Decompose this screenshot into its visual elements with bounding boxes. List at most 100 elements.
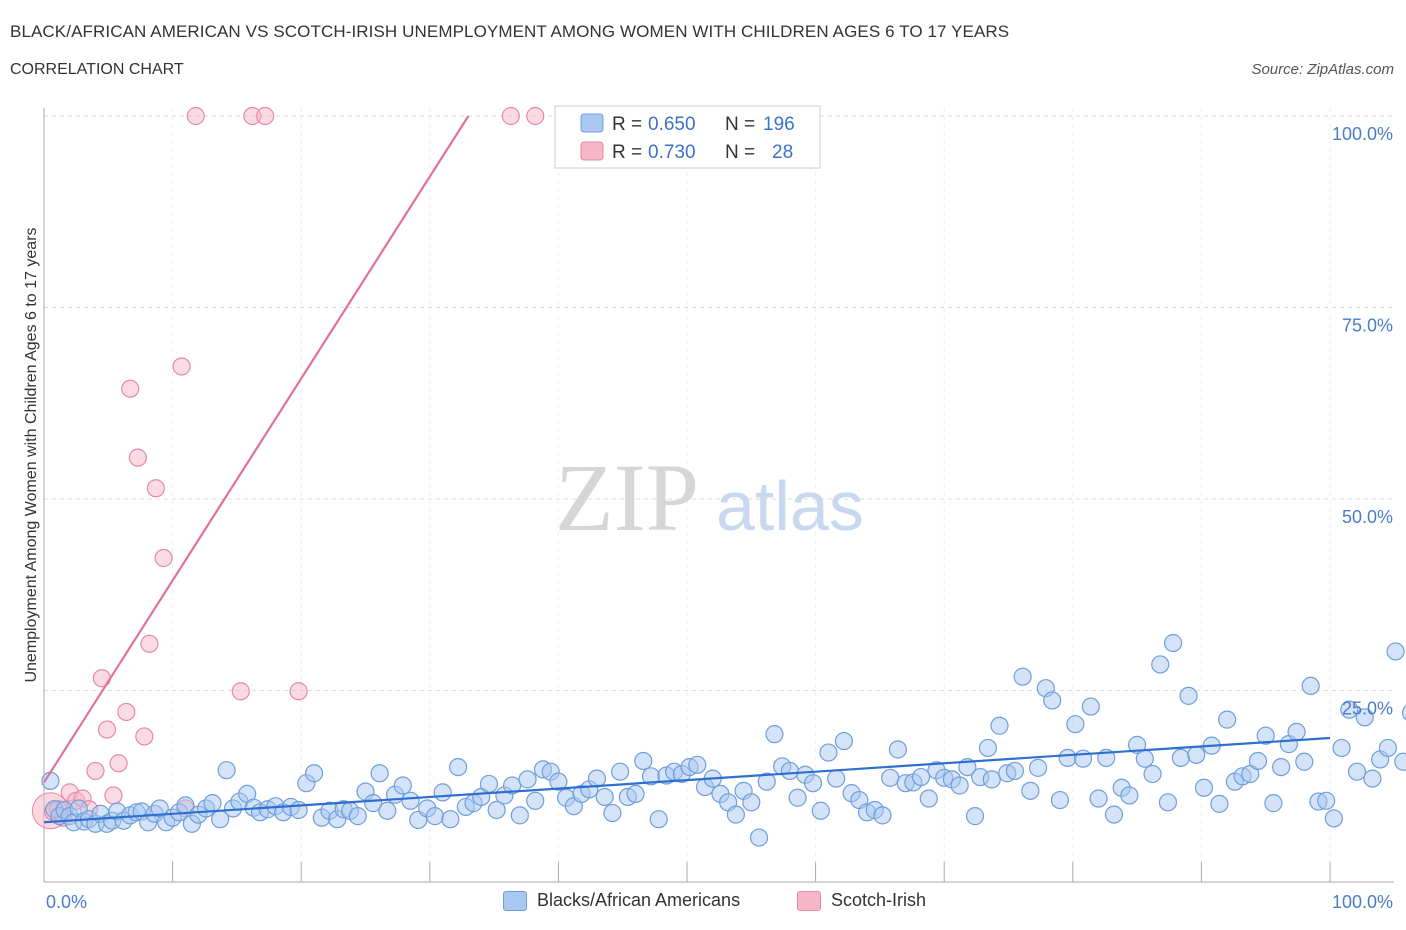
legend-item-blacks[interactable]: Blacks/African Americans xyxy=(503,890,740,911)
data-point xyxy=(1013,667,1032,686)
stats-swatch-pink xyxy=(580,141,604,161)
data-point xyxy=(1120,786,1139,805)
data-point xyxy=(348,807,367,826)
y-tick-label: 25.0% xyxy=(1342,699,1393,719)
data-point xyxy=(827,769,846,788)
trend-lines xyxy=(43,115,1331,824)
data-point xyxy=(1081,697,1100,716)
x-tick-label: 0.0% xyxy=(46,892,87,912)
data-point xyxy=(378,801,397,820)
data-point xyxy=(364,794,383,813)
data-point xyxy=(611,762,630,781)
data-point xyxy=(289,800,308,820)
data-point xyxy=(1256,726,1275,745)
data-point xyxy=(425,807,445,826)
data-point xyxy=(203,794,222,813)
data-point xyxy=(950,776,969,795)
data-point xyxy=(401,791,420,810)
data-point xyxy=(121,379,140,398)
data-point xyxy=(1264,794,1283,813)
data-point xyxy=(688,755,707,774)
data-point xyxy=(433,783,452,802)
scotch-irish-points xyxy=(31,106,545,830)
data-point xyxy=(1248,751,1268,771)
data-point xyxy=(479,774,499,794)
data-point xyxy=(393,776,412,795)
data-point xyxy=(501,106,520,126)
data-point xyxy=(819,743,838,762)
data-point xyxy=(1135,749,1154,768)
stats-r-label: R = xyxy=(612,114,642,135)
data-point xyxy=(1194,778,1214,797)
tick-labels: 25.0% 50.0% 75.0% 100.0% 0.0% 100.0% xyxy=(46,124,1393,912)
data-point xyxy=(649,810,668,829)
data-point xyxy=(1050,790,1070,810)
data-point xyxy=(510,806,529,825)
y-axis-label: Unemployment Among Women with Children A… xyxy=(23,227,40,683)
data-point xyxy=(1386,642,1405,661)
data-point xyxy=(1210,794,1229,813)
data-point xyxy=(1104,805,1124,824)
gridlines xyxy=(44,108,1394,882)
data-point xyxy=(146,479,165,498)
data-point xyxy=(1089,789,1108,808)
data-point xyxy=(834,731,853,751)
data-point xyxy=(1340,700,1359,719)
legend-item-scotch-irish[interactable]: Scotch-Irish xyxy=(797,890,926,911)
data-point xyxy=(803,774,823,793)
data-point xyxy=(1058,748,1077,768)
stats-r-value: 0.650 xyxy=(648,114,696,135)
stats-swatch-blue xyxy=(580,113,604,133)
legend-swatch-blue xyxy=(503,890,527,911)
data-point xyxy=(1272,757,1291,777)
data-point xyxy=(726,805,745,824)
data-point xyxy=(978,738,998,758)
data-point xyxy=(140,634,159,653)
data-point xyxy=(448,757,468,777)
legend-label: Blacks/African Americans xyxy=(537,890,741,910)
data-point xyxy=(1021,781,1040,800)
data-point xyxy=(1332,738,1351,758)
data-point xyxy=(911,767,931,787)
data-point xyxy=(1158,793,1178,812)
legend-swatch-pink xyxy=(797,890,821,911)
data-point xyxy=(1324,809,1343,828)
y-axis-label-wrap: Unemployment Among Women with Children A… xyxy=(20,130,44,780)
stats-n-label: N = xyxy=(725,142,755,163)
data-point xyxy=(634,751,653,771)
data-point xyxy=(1355,708,1374,727)
data-point xyxy=(1143,764,1162,784)
chart-title: BLACK/AFRICAN AMERICAN VS SCOTCH-IRISH U… xyxy=(10,22,1010,41)
stats-n-label: N = xyxy=(725,114,755,135)
data-point xyxy=(97,720,117,739)
y-tick-label: 100.0% xyxy=(1332,124,1393,144)
y-tick-label: 75.0% xyxy=(1342,316,1393,336)
watermark: ZIP atlas xyxy=(555,444,864,551)
data-point xyxy=(370,764,389,783)
data-point xyxy=(518,770,537,789)
stats-r-value: 0.730 xyxy=(648,142,696,163)
blacks-trend-line xyxy=(43,736,1331,824)
data-point xyxy=(1394,752,1406,771)
data-point xyxy=(881,768,900,787)
data-point xyxy=(1401,705,1406,721)
data-point xyxy=(919,789,938,808)
y-tick-label: 50.0% xyxy=(1342,507,1393,527)
data-point xyxy=(1171,748,1190,768)
data-point xyxy=(154,548,173,568)
data-point xyxy=(503,776,522,795)
data-point xyxy=(172,357,191,376)
data-point xyxy=(256,106,275,126)
data-point xyxy=(603,803,622,823)
data-point xyxy=(1043,691,1062,710)
data-point xyxy=(104,786,123,805)
data-point xyxy=(526,106,545,126)
stats-n-value: 196 xyxy=(763,114,795,135)
axes xyxy=(43,108,1394,883)
legend-label: Scotch-Irish xyxy=(831,890,927,910)
watermark-atlas: atlas xyxy=(716,467,864,545)
source-credit: Source: ZipAtlas.com xyxy=(1251,61,1394,78)
data-point xyxy=(626,784,645,804)
data-point xyxy=(990,716,1009,735)
